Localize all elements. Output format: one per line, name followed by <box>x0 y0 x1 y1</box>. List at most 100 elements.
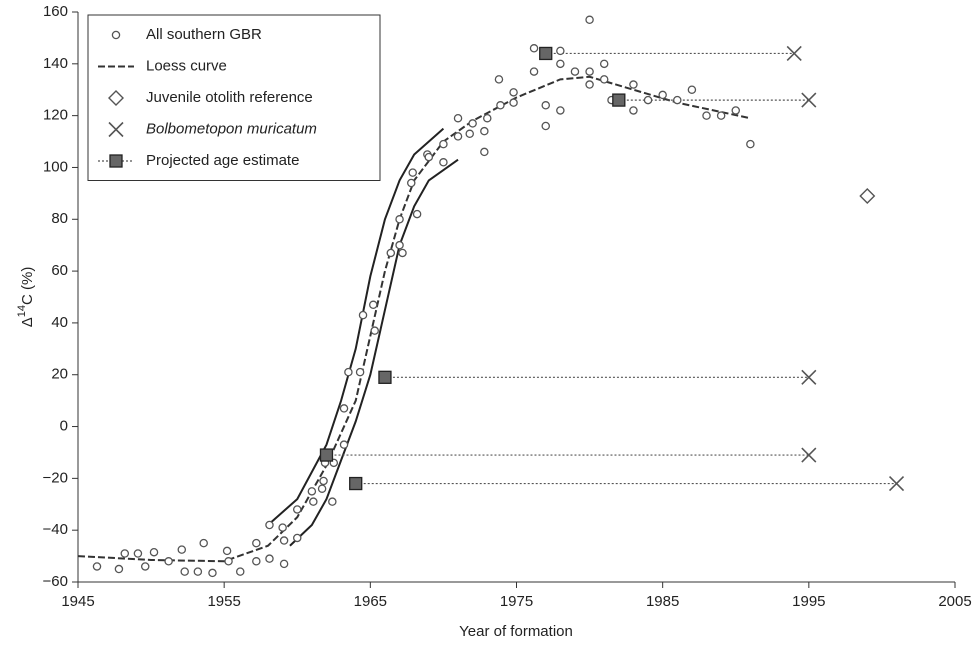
x-marker <box>888 475 905 492</box>
y-tick-label: 0 <box>60 418 68 435</box>
point <box>252 557 261 566</box>
point <box>278 523 287 532</box>
point <box>439 158 448 167</box>
point <box>585 15 594 25</box>
square-marker <box>378 370 392 384</box>
point <box>541 121 550 131</box>
x-tick-label: 1985 <box>646 593 679 610</box>
point <box>114 564 124 574</box>
point <box>424 152 434 162</box>
x-tick-label: 1965 <box>354 593 387 610</box>
y-tick-label: 100 <box>43 158 68 175</box>
point <box>468 119 477 128</box>
y-tick-label: 120 <box>43 107 68 124</box>
y-tick-label: 40 <box>51 314 68 331</box>
x-marker <box>801 369 817 385</box>
y-axis-label: Δ14C (%) <box>16 267 36 328</box>
legend-label: Loess curve <box>146 57 227 74</box>
x-axis-label: Year of formation <box>459 623 573 640</box>
square-marker <box>109 154 123 168</box>
point <box>398 248 407 258</box>
curve <box>267 127 445 526</box>
point <box>370 326 379 335</box>
point <box>408 168 417 177</box>
legend-label: Projected age estimate <box>146 152 299 169</box>
x-marker <box>786 45 802 62</box>
point <box>529 67 539 76</box>
point <box>480 126 489 136</box>
point <box>585 67 594 76</box>
legend-label: Bolbometopon muricatum <box>146 120 317 137</box>
y-tick-label: 60 <box>51 262 68 279</box>
x-tick-label: 2005 <box>938 593 971 610</box>
point <box>193 567 203 576</box>
point <box>585 80 594 89</box>
point <box>439 139 448 149</box>
point <box>687 85 697 94</box>
point <box>199 538 208 548</box>
point <box>328 497 337 506</box>
point <box>529 44 539 53</box>
point <box>279 559 289 569</box>
point <box>224 557 233 566</box>
x-tick-label: 1975 <box>500 593 533 610</box>
point <box>509 88 518 97</box>
point <box>395 240 404 250</box>
point <box>465 129 474 139</box>
y-tick-label: 140 <box>43 55 68 72</box>
legend-label: All southern GBR <box>146 26 262 43</box>
point <box>358 310 368 320</box>
y-tick-label: 20 <box>51 366 68 383</box>
point <box>317 484 327 493</box>
point <box>265 554 274 563</box>
point <box>235 567 245 576</box>
diamond-marker <box>859 187 876 204</box>
point <box>133 549 143 558</box>
point <box>731 106 741 115</box>
point <box>180 567 189 576</box>
point <box>556 106 565 115</box>
point <box>541 101 550 110</box>
x-marker <box>801 92 817 108</box>
point <box>222 546 232 556</box>
point <box>412 209 422 219</box>
y-tick-label: −20 <box>43 469 68 486</box>
x-tick-label: 1995 <box>792 593 825 610</box>
y-tick-label: 80 <box>51 210 68 227</box>
point <box>599 75 609 84</box>
point <box>658 90 667 100</box>
point <box>208 568 217 578</box>
legend: All southern GBR Loess curve Juvenile otol… <box>87 14 381 181</box>
y-tick-label: 160 <box>43 3 68 20</box>
point <box>292 505 302 514</box>
point <box>629 106 638 115</box>
point <box>453 132 463 141</box>
point <box>111 30 121 40</box>
point <box>480 147 489 157</box>
point <box>483 113 492 123</box>
curve <box>289 158 459 547</box>
point <box>339 404 349 413</box>
point <box>395 215 404 224</box>
point <box>279 536 289 545</box>
point <box>344 367 353 377</box>
point <box>177 545 187 554</box>
point <box>140 562 150 571</box>
legend-label: Juvenile otolith reference <box>146 89 313 106</box>
point <box>556 46 565 56</box>
x-tick-label: 1955 <box>207 593 240 610</box>
point <box>702 111 711 120</box>
point <box>319 476 328 486</box>
point <box>570 67 580 76</box>
square-marker <box>539 46 553 61</box>
point <box>453 113 463 123</box>
point <box>292 533 302 543</box>
point <box>407 178 416 188</box>
diamond-marker <box>108 90 124 106</box>
x-tick-label: 1945 <box>61 593 94 610</box>
point <box>716 111 726 120</box>
x-marker <box>801 447 817 463</box>
point <box>599 59 609 69</box>
point <box>386 248 396 258</box>
